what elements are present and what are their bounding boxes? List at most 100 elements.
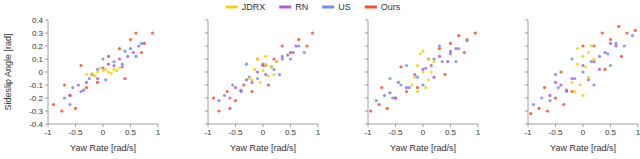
y-tick [525,20,528,21]
point [587,76,590,79]
point [151,31,154,34]
point [388,91,391,94]
point [562,103,565,106]
point [256,70,259,73]
series [228,44,297,99]
point [620,55,623,58]
x-label: Yaw Rate [rad/s] [70,143,136,153]
y-tick-label: -0.3 [29,107,43,116]
y-tick [45,59,48,60]
point [134,55,137,58]
point [294,44,297,47]
point [405,64,408,67]
point [557,86,560,89]
point [427,78,430,81]
point [112,68,115,71]
point [137,44,140,47]
point [275,60,278,63]
point [529,112,532,115]
point [82,89,85,92]
point [264,73,267,76]
x-tick [610,124,611,127]
point [603,51,606,54]
point [228,96,231,99]
point [598,68,601,71]
point [438,55,441,58]
point [123,77,126,80]
point [63,83,66,86]
point [286,54,289,57]
point [397,81,400,84]
x-tick [395,124,396,127]
point [110,72,113,75]
y-tick [365,59,368,60]
point [297,44,300,47]
point [228,107,231,110]
point [554,96,557,99]
x-tick-label: 0.5 [445,128,457,137]
point [79,64,82,67]
x-tick [555,124,556,127]
point [90,72,93,75]
points [212,31,314,112]
y-tick [525,59,528,60]
point [416,64,419,67]
point [454,60,457,63]
legend-label: Ours [381,2,401,12]
point [134,31,137,34]
y-tick [365,98,368,99]
point [634,29,637,32]
point [581,55,584,58]
point [457,47,460,50]
series [375,39,469,102]
point [579,83,582,86]
point [143,42,146,45]
series [369,31,477,112]
x-tick-label: 0.5 [125,128,137,137]
point [68,103,71,106]
point [226,90,229,93]
point [250,78,253,81]
point [576,47,579,50]
x-tick-label: 1 [636,128,640,137]
point [245,63,248,66]
point [297,38,300,41]
point [278,73,281,76]
legend-label: JDRX [242,2,266,12]
point [132,51,135,54]
y-tick [365,20,368,21]
point [394,96,397,99]
x-tick-label: -0.5 [389,128,403,137]
x-tick [478,124,479,127]
point [405,86,408,89]
y-tick [205,124,208,125]
legend-label: RN [295,2,308,12]
series [212,31,314,112]
point [532,103,535,106]
point [405,90,408,93]
point [256,57,259,60]
point [217,109,220,112]
y-tick [365,33,368,34]
point [609,64,612,67]
series [68,44,140,97]
x-tick [528,124,529,127]
point [96,70,99,73]
point [394,96,397,99]
point [609,42,612,45]
y-tick [365,85,368,86]
point [256,77,259,80]
y-tick [365,124,368,125]
point [231,83,234,86]
point [438,44,441,47]
point [427,57,430,60]
y-tick-label: 0.3 [32,29,44,38]
y-tick [525,124,528,125]
point [99,67,102,70]
point [413,76,416,79]
point [140,51,143,54]
point [60,109,63,112]
point [559,70,562,73]
point [421,70,424,73]
point [570,77,573,80]
